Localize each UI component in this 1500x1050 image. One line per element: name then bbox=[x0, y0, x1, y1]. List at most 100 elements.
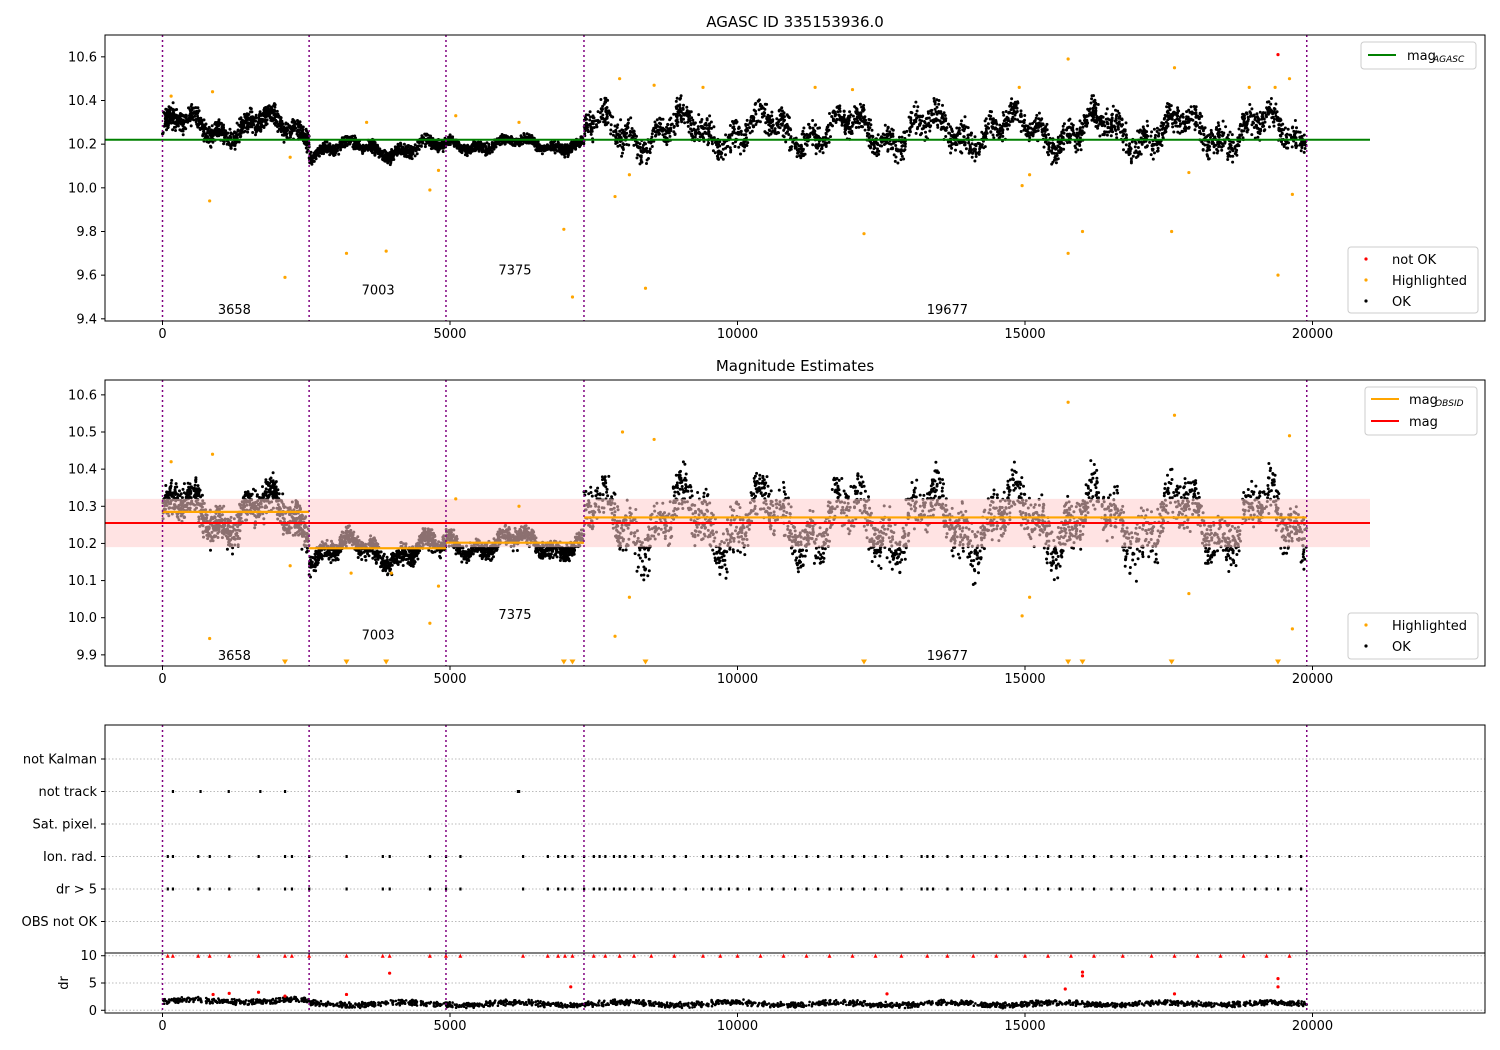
ok-point bbox=[985, 131, 989, 135]
ok-point bbox=[708, 122, 711, 126]
ok-point bbox=[989, 114, 993, 118]
ok-point bbox=[799, 147, 803, 151]
ok-point bbox=[680, 120, 684, 124]
ok-point bbox=[1122, 128, 1126, 132]
ok-point bbox=[373, 153, 377, 157]
ok-point bbox=[291, 128, 295, 132]
ok-point bbox=[710, 142, 714, 146]
ok-point bbox=[1175, 117, 1179, 121]
ok-point bbox=[903, 148, 907, 152]
ok-point bbox=[1141, 130, 1144, 133]
ok-point bbox=[1062, 122, 1066, 126]
ok-point bbox=[685, 105, 689, 109]
ok-point bbox=[1293, 133, 1297, 137]
ok-point bbox=[899, 148, 903, 152]
ok-point bbox=[1155, 149, 1159, 153]
ok-point bbox=[824, 142, 828, 146]
ok-point bbox=[1080, 132, 1084, 136]
ok-point bbox=[717, 149, 721, 153]
ok-point bbox=[1051, 151, 1055, 155]
ok-point bbox=[865, 131, 869, 135]
ok-point bbox=[837, 114, 841, 118]
ok-point bbox=[1198, 115, 1201, 119]
ok-point bbox=[1105, 133, 1109, 137]
ok-point bbox=[220, 127, 224, 131]
ok-point bbox=[300, 129, 304, 133]
ok-point bbox=[666, 122, 670, 126]
ok-point bbox=[1124, 133, 1128, 137]
ok-point bbox=[408, 156, 412, 160]
ok-point bbox=[179, 122, 183, 126]
ok-point bbox=[724, 153, 727, 157]
ok-point bbox=[1152, 127, 1156, 131]
ok-point bbox=[212, 129, 216, 133]
ok-point bbox=[605, 116, 609, 120]
ok-point bbox=[1050, 162, 1054, 166]
ok-point bbox=[768, 124, 772, 128]
ok-point bbox=[974, 144, 978, 148]
ok-point bbox=[165, 128, 168, 132]
ok-point bbox=[1106, 117, 1110, 121]
ok-point bbox=[690, 134, 694, 138]
ok-point bbox=[1176, 106, 1180, 110]
ok-point bbox=[778, 113, 782, 117]
ok-point bbox=[1227, 153, 1231, 157]
ok-point bbox=[448, 143, 452, 146]
ok-point bbox=[924, 135, 928, 139]
ok-point bbox=[517, 144, 521, 148]
ok-point bbox=[265, 112, 269, 116]
ok-point bbox=[594, 119, 598, 123]
ok-point bbox=[1193, 128, 1197, 132]
ok-point bbox=[226, 136, 230, 140]
ok-point bbox=[197, 118, 201, 122]
ok-point bbox=[1149, 153, 1153, 157]
ok-point bbox=[296, 119, 299, 122]
ok-point bbox=[1161, 136, 1165, 139]
ok-point bbox=[923, 125, 926, 129]
ok-point bbox=[1261, 124, 1265, 128]
ok-point bbox=[605, 123, 608, 126]
ok-point bbox=[1102, 133, 1106, 137]
ok-point bbox=[278, 120, 282, 124]
ok-point bbox=[288, 126, 291, 129]
ok-point bbox=[441, 150, 445, 153]
ok-point bbox=[707, 127, 711, 131]
ok-point bbox=[1070, 122, 1074, 126]
ok-point bbox=[748, 126, 751, 130]
ok-point bbox=[991, 122, 995, 126]
ok-point bbox=[1280, 132, 1284, 136]
ok-point bbox=[1054, 154, 1057, 158]
ok-point bbox=[749, 115, 753, 118]
ok-point bbox=[659, 117, 663, 121]
ok-point bbox=[305, 150, 309, 154]
ok-point bbox=[175, 108, 179, 111]
ok-point bbox=[198, 127, 202, 131]
ok-point bbox=[448, 133, 452, 137]
ok-point bbox=[899, 158, 903, 162]
ok-point bbox=[813, 129, 817, 133]
ok-point bbox=[1009, 120, 1012, 124]
ok-point bbox=[704, 132, 708, 135]
ok-point bbox=[920, 115, 924, 119]
ok-point bbox=[166, 111, 170, 115]
ok-point bbox=[1224, 125, 1228, 129]
ok-point bbox=[771, 118, 775, 122]
ok-point bbox=[594, 123, 598, 127]
ok-point bbox=[1043, 133, 1047, 136]
ok-point bbox=[1059, 150, 1063, 154]
ok-point bbox=[490, 149, 494, 153]
ok-point bbox=[929, 109, 933, 113]
ok-point bbox=[190, 107, 194, 111]
ok-point bbox=[1240, 129, 1244, 133]
ok-point bbox=[883, 123, 887, 127]
ok-point bbox=[1145, 144, 1149, 148]
ok-point bbox=[1019, 130, 1023, 133]
ok-point bbox=[1217, 124, 1221, 127]
ok-point bbox=[894, 147, 898, 151]
ok-point bbox=[1191, 118, 1195, 122]
ok-point bbox=[700, 133, 704, 137]
ok-point bbox=[890, 127, 894, 131]
ok-point bbox=[353, 134, 357, 138]
ok-point bbox=[550, 143, 553, 147]
ok-point bbox=[583, 132, 587, 136]
